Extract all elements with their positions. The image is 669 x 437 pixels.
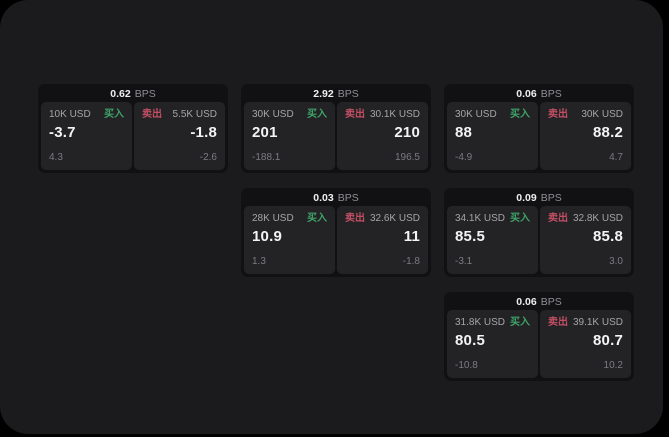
sell-sub-value: 4.7 [609,152,623,163]
sell-panel[interactable]: 卖出 32.8K USD 85.8 3.0 [540,206,631,274]
bps-unit-label: BPS [540,296,562,308]
buy-side-label: 买入 [510,213,530,224]
sell-panel[interactable]: 卖出 30K USD 88.2 4.7 [540,102,631,170]
buy-side-label: 买入 [510,109,530,120]
bps-unit-label: BPS [337,192,359,204]
sell-amount: 5.5K USD [172,109,217,120]
buy-sub-value: -188.1 [252,152,281,163]
bps-header: 0.06 BPS [447,295,631,310]
bps-unit-label: BPS [134,88,156,100]
buy-amount: 30K USD [252,109,294,120]
quote-card: 2.92 BPS 30K USD 买入 201 -188.1 卖出 30.1K … [241,84,431,173]
bps-header: 0.03 BPS [244,191,428,206]
sell-price: -1.8 [190,124,217,141]
quote-card-grid: 0.62 BPS 10K USD 买入 -3.7 4.3 卖出 5.5K USD [38,84,634,381]
bps-header: 0.06 BPS [447,87,631,102]
sell-panel[interactable]: 卖出 39.1K USD 80.7 10.2 [540,310,631,378]
sell-price: 11 [403,228,420,245]
sell-amount: 39.1K USD [572,317,623,328]
sell-side-label: 卖出 [548,213,568,224]
sell-panel[interactable]: 卖出 5.5K USD -1.8 -2.6 [134,102,225,170]
buy-sub-value: -4.9 [455,152,473,163]
quote-card: 0.03 BPS 28K USD 买入 10.9 1.3 卖出 32.6K US… [241,188,431,277]
sell-amount: 30K USD [581,109,623,120]
buy-price: 88 [455,124,473,141]
buy-sub-value: -10.8 [455,360,478,371]
sell-panel[interactable]: 卖出 32.6K USD 11 -1.8 [337,206,428,274]
quote-card: 0.06 BPS 31.8K USD 买入 80.5 -10.8 卖出 39.1… [444,292,634,381]
buy-panel[interactable]: 30K USD 买入 88 -4.9 [447,102,538,170]
sell-sub-value: 3.0 [609,256,623,267]
buy-panel[interactable]: 28K USD 买入 10.9 1.3 [244,206,335,274]
sell-side-label: 卖出 [345,109,365,120]
buy-side-label: 买入 [307,213,327,224]
buy-price: 201 [252,124,278,141]
buy-side-label: 买入 [510,317,530,328]
sell-side-label: 卖出 [548,109,568,120]
sell-sub-value: 10.2 [603,360,623,371]
bps-value: 0.06 [516,88,537,100]
sell-side-label: 卖出 [345,213,365,224]
quote-card: 0.09 BPS 34.1K USD 买入 85.5 -3.1 卖出 32.8K… [444,188,634,277]
bps-value: 2.92 [313,88,334,100]
sell-price: 80.7 [593,332,623,349]
buy-panel[interactable]: 34.1K USD 买入 85.5 -3.1 [447,206,538,274]
sell-side-label: 卖出 [142,109,162,120]
sell-sub-value: -2.6 [199,152,217,163]
bps-header: 2.92 BPS [244,87,428,102]
bps-unit-label: BPS [337,88,359,100]
bps-header: 0.09 BPS [447,191,631,206]
sell-price: 85.8 [593,228,623,245]
quote-card: 0.06 BPS 30K USD 买入 88 -4.9 卖出 30K USD [444,84,634,173]
sell-price: 88.2 [593,124,623,141]
sell-amount: 30.1K USD [369,109,420,120]
buy-panel[interactable]: 30K USD 买入 201 -188.1 [244,102,335,170]
sell-amount: 32.6K USD [369,213,420,224]
bps-header: 0.62 BPS [41,87,225,102]
buy-price: 10.9 [252,228,282,245]
sell-panel[interactable]: 卖出 30.1K USD 210 196.5 [337,102,428,170]
buy-price: 80.5 [455,332,485,349]
bps-value: 0.03 [313,192,334,204]
bps-value: 0.06 [516,296,537,308]
buy-amount: 10K USD [49,109,91,120]
buy-amount: 28K USD [252,213,294,224]
buy-price: 85.5 [455,228,485,245]
buy-amount: 34.1K USD [455,213,506,224]
buy-side-label: 买入 [307,109,327,120]
sell-sub-value: 196.5 [394,152,420,163]
bps-unit-label: BPS [540,88,562,100]
sell-side-label: 卖出 [548,317,568,328]
bps-unit-label: BPS [540,192,562,204]
buy-side-label: 买入 [104,109,124,120]
buy-sub-value: 4.3 [49,152,63,163]
sell-amount: 32.8K USD [572,213,623,224]
buy-sub-value: -3.1 [455,256,473,267]
bps-value: 0.09 [516,192,537,204]
sell-price: 210 [394,124,420,141]
buy-amount: 31.8K USD [455,317,506,328]
buy-panel[interactable]: 31.8K USD 买入 80.5 -10.8 [447,310,538,378]
buy-sub-value: 1.3 [252,256,266,267]
buy-panel[interactable]: 10K USD 买入 -3.7 4.3 [41,102,132,170]
bps-value: 0.62 [110,88,131,100]
buy-amount: 30K USD [455,109,497,120]
quote-card: 0.62 BPS 10K USD 买入 -3.7 4.3 卖出 5.5K USD [38,84,228,173]
sell-sub-value: -1.8 [402,256,420,267]
buy-price: -3.7 [49,124,76,141]
